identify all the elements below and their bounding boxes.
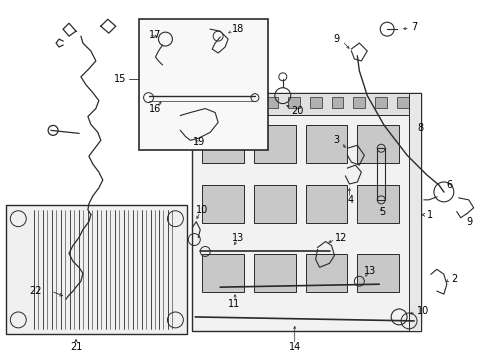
Bar <box>310 96 321 108</box>
Text: 12: 12 <box>335 233 347 243</box>
Text: 8: 8 <box>417 123 423 134</box>
Bar <box>288 96 300 108</box>
Bar <box>357 255 399 292</box>
Bar <box>397 96 409 108</box>
Bar <box>83 210 105 226</box>
Text: 1: 1 <box>427 210 433 220</box>
Text: 13: 13 <box>232 233 245 243</box>
Text: 4: 4 <box>347 195 354 205</box>
Text: 13: 13 <box>365 266 377 276</box>
Bar <box>306 125 347 163</box>
Bar <box>192 93 421 114</box>
Bar <box>306 255 347 292</box>
Text: 7: 7 <box>411 22 417 32</box>
Text: 18: 18 <box>232 24 245 34</box>
Bar <box>200 96 212 108</box>
Bar <box>254 125 295 163</box>
Text: 15: 15 <box>114 74 127 84</box>
Bar <box>357 125 399 163</box>
Bar <box>244 96 256 108</box>
Bar <box>353 96 366 108</box>
Text: 10: 10 <box>196 205 209 215</box>
Text: 9: 9 <box>467 217 473 227</box>
Bar <box>254 185 295 223</box>
Bar <box>266 96 278 108</box>
Bar <box>254 255 295 292</box>
Bar <box>357 185 399 223</box>
Bar <box>6 205 187 334</box>
Text: 20: 20 <box>292 105 304 116</box>
Text: 22: 22 <box>29 286 42 296</box>
Text: 9: 9 <box>333 34 340 44</box>
Text: 21: 21 <box>70 342 82 352</box>
Bar <box>222 96 234 108</box>
Bar <box>139 19 268 150</box>
Text: 10: 10 <box>417 306 429 316</box>
Bar <box>332 96 343 108</box>
Text: 5: 5 <box>379 207 386 217</box>
Text: 14: 14 <box>289 342 301 352</box>
Bar <box>192 93 421 331</box>
Bar <box>202 125 244 163</box>
Bar <box>377 148 385 200</box>
Bar <box>375 96 387 108</box>
Text: 16: 16 <box>148 104 161 113</box>
Text: 2: 2 <box>451 274 457 284</box>
Bar <box>202 185 244 223</box>
Bar <box>89 225 99 231</box>
Bar <box>306 185 347 223</box>
Text: 17: 17 <box>148 30 161 40</box>
Text: 19: 19 <box>193 137 205 147</box>
Text: 11: 11 <box>228 299 241 309</box>
Bar <box>409 93 421 331</box>
Bar <box>202 255 244 292</box>
Text: 6: 6 <box>447 180 453 190</box>
Text: 3: 3 <box>333 135 340 145</box>
